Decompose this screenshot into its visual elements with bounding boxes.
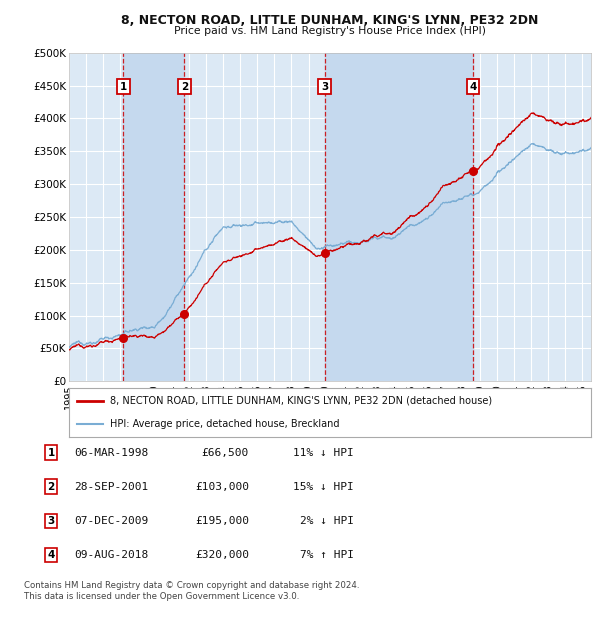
Text: 4: 4 bbox=[469, 82, 476, 92]
Text: Price paid vs. HM Land Registry's House Price Index (HPI): Price paid vs. HM Land Registry's House … bbox=[174, 26, 486, 36]
Bar bbox=[124, 53, 184, 381]
Bar bbox=[325, 53, 473, 381]
Text: £195,000: £195,000 bbox=[195, 516, 249, 526]
Text: 3: 3 bbox=[321, 82, 328, 92]
Text: 7% ↑ HPI: 7% ↑ HPI bbox=[300, 550, 354, 560]
Text: 07-DEC-2009: 07-DEC-2009 bbox=[74, 516, 148, 526]
Text: 06-MAR-1998: 06-MAR-1998 bbox=[74, 448, 148, 458]
Text: £320,000: £320,000 bbox=[195, 550, 249, 560]
Text: 11% ↓ HPI: 11% ↓ HPI bbox=[293, 448, 354, 458]
Text: £103,000: £103,000 bbox=[195, 482, 249, 492]
Text: 2% ↓ HPI: 2% ↓ HPI bbox=[300, 516, 354, 526]
Text: 2: 2 bbox=[181, 82, 188, 92]
Text: This data is licensed under the Open Government Licence v3.0.: This data is licensed under the Open Gov… bbox=[24, 592, 299, 601]
Text: 2: 2 bbox=[47, 482, 55, 492]
Text: Contains HM Land Registry data © Crown copyright and database right 2024.: Contains HM Land Registry data © Crown c… bbox=[24, 581, 359, 590]
Text: 4: 4 bbox=[47, 550, 55, 560]
Text: HPI: Average price, detached house, Breckland: HPI: Average price, detached house, Brec… bbox=[110, 418, 339, 428]
Text: 09-AUG-2018: 09-AUG-2018 bbox=[74, 550, 148, 560]
Text: £66,500: £66,500 bbox=[202, 448, 249, 458]
Text: 3: 3 bbox=[47, 516, 55, 526]
Text: 1: 1 bbox=[47, 448, 55, 458]
Text: 8, NECTON ROAD, LITTLE DUNHAM, KING'S LYNN, PE32 2DN: 8, NECTON ROAD, LITTLE DUNHAM, KING'S LY… bbox=[121, 14, 539, 27]
Text: 28-SEP-2001: 28-SEP-2001 bbox=[74, 482, 148, 492]
Text: 15% ↓ HPI: 15% ↓ HPI bbox=[293, 482, 354, 492]
Text: 8, NECTON ROAD, LITTLE DUNHAM, KING'S LYNN, PE32 2DN (detached house): 8, NECTON ROAD, LITTLE DUNHAM, KING'S LY… bbox=[110, 396, 492, 406]
Text: 1: 1 bbox=[120, 82, 127, 92]
